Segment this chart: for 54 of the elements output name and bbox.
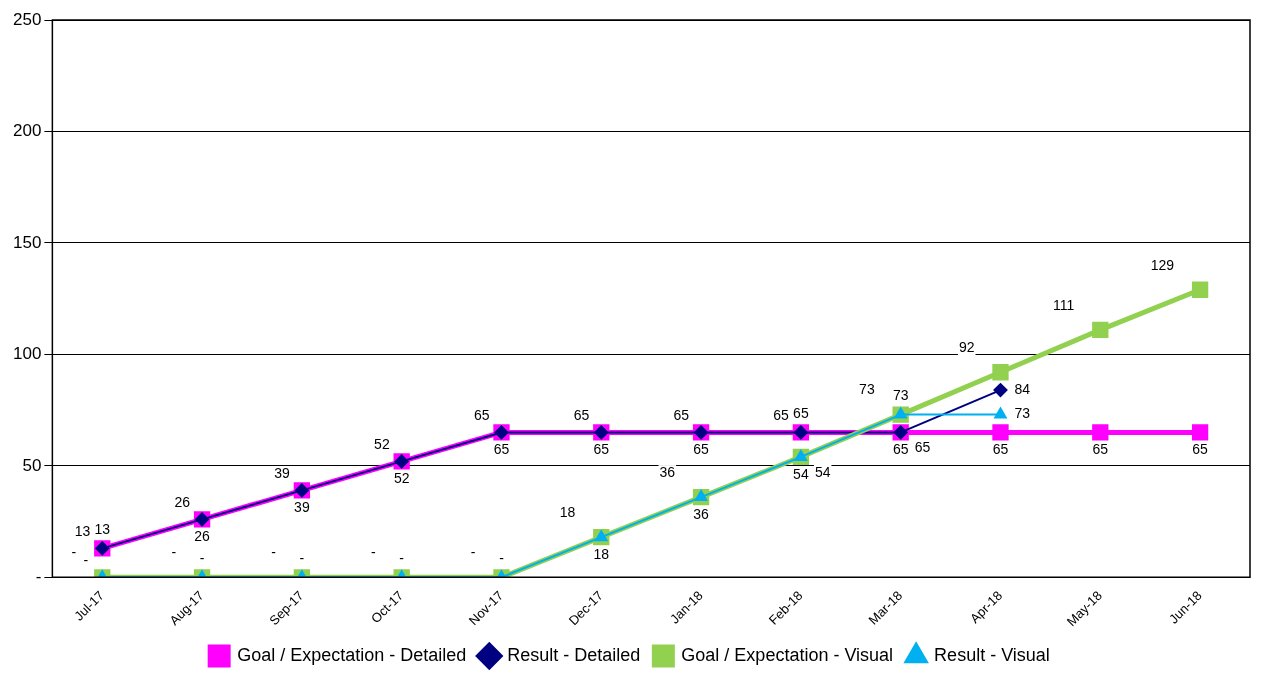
data-label: 36 bbox=[693, 505, 710, 522]
data-label: - bbox=[399, 550, 405, 567]
data-label: - bbox=[171, 544, 177, 561]
data-label: - bbox=[199, 550, 205, 567]
data-label: 13 bbox=[94, 521, 111, 538]
y-tick-label: 250 bbox=[12, 9, 42, 29]
data-label: 65 bbox=[593, 441, 610, 458]
data-label: 52 bbox=[374, 436, 390, 453]
data-label: - bbox=[271, 544, 277, 561]
data-label: 52 bbox=[393, 470, 410, 487]
data-label: - bbox=[299, 550, 305, 567]
data-label: 65 bbox=[673, 407, 690, 424]
data-label: - bbox=[71, 544, 77, 561]
legend-label: Result - Detailed bbox=[507, 644, 641, 665]
data-label: - bbox=[470, 544, 476, 561]
data-label: 65 bbox=[693, 441, 710, 458]
data-label: 65 bbox=[1192, 441, 1209, 458]
data-label: 65 bbox=[914, 439, 931, 456]
data-label: 26 bbox=[194, 528, 211, 545]
y-tick-label: 200 bbox=[12, 121, 42, 141]
data-label: 65 bbox=[473, 407, 490, 424]
data-label: 54 bbox=[793, 465, 809, 482]
data-label: 13 bbox=[74, 523, 91, 540]
data-label: - bbox=[83, 552, 89, 569]
data-label: 18 bbox=[593, 546, 610, 563]
legend-label: Result - Visual bbox=[934, 644, 1050, 665]
data-label: 39 bbox=[274, 465, 291, 482]
data-label: 84 bbox=[1014, 380, 1031, 397]
data-label: 36 bbox=[659, 463, 676, 480]
data-label: 65 bbox=[892, 441, 909, 458]
data-label: 65 bbox=[773, 407, 790, 424]
data-label: - bbox=[371, 544, 376, 561]
data-label: 65 bbox=[992, 441, 1009, 458]
data-label: 26 bbox=[174, 494, 191, 511]
data-label: 18 bbox=[559, 504, 576, 521]
data-label: - bbox=[499, 550, 505, 567]
data-label: 73 bbox=[1014, 405, 1031, 422]
data-label: 54 bbox=[814, 463, 831, 480]
y-tick-label: - bbox=[35, 567, 42, 586]
data-label: 111 bbox=[1053, 296, 1075, 313]
data-label: 65 bbox=[793, 405, 809, 422]
legend-label: Goal / Expectation - Detailed bbox=[237, 644, 467, 665]
data-label: 73 bbox=[892, 387, 909, 404]
data-label: 65 bbox=[573, 407, 590, 424]
data-label: 65 bbox=[1092, 441, 1109, 458]
legend-label: Goal / Expectation - Visual bbox=[681, 644, 894, 665]
y-tick-label: 150 bbox=[12, 232, 42, 252]
y-tick-label: 100 bbox=[12, 344, 42, 364]
data-label: 73 bbox=[859, 381, 875, 398]
data-label: 39 bbox=[294, 499, 310, 516]
data-label: 129 bbox=[1150, 256, 1175, 273]
data-label: 92 bbox=[958, 339, 975, 356]
data-label: 65 bbox=[493, 441, 510, 458]
y-tick-label: 50 bbox=[22, 455, 42, 475]
